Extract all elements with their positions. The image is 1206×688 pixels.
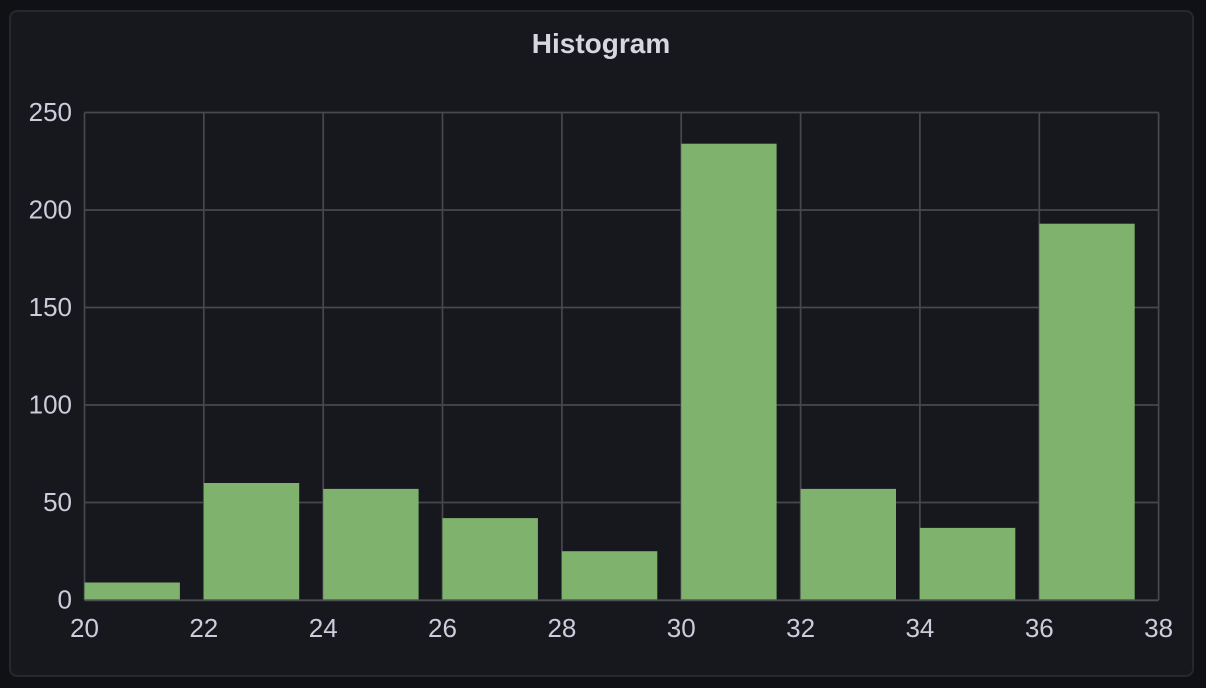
svg-text:32: 32 (786, 613, 815, 643)
svg-text:0: 0 (58, 585, 72, 615)
svg-text:20: 20 (70, 613, 99, 643)
svg-text:100: 100 (29, 390, 72, 420)
svg-text:50: 50 (43, 487, 72, 517)
svg-text:22: 22 (189, 613, 218, 643)
svg-text:30: 30 (667, 613, 696, 643)
svg-text:24: 24 (309, 613, 338, 643)
svg-text:26: 26 (428, 613, 457, 643)
svg-text:34: 34 (905, 613, 934, 643)
svg-text:Histogram: Histogram (532, 28, 670, 59)
svg-text:28: 28 (547, 613, 576, 643)
svg-text:250: 250 (29, 97, 72, 127)
svg-text:38: 38 (1144, 613, 1173, 643)
svg-text:150: 150 (29, 292, 72, 322)
svg-text:36: 36 (1025, 613, 1054, 643)
svg-text:200: 200 (29, 195, 72, 225)
